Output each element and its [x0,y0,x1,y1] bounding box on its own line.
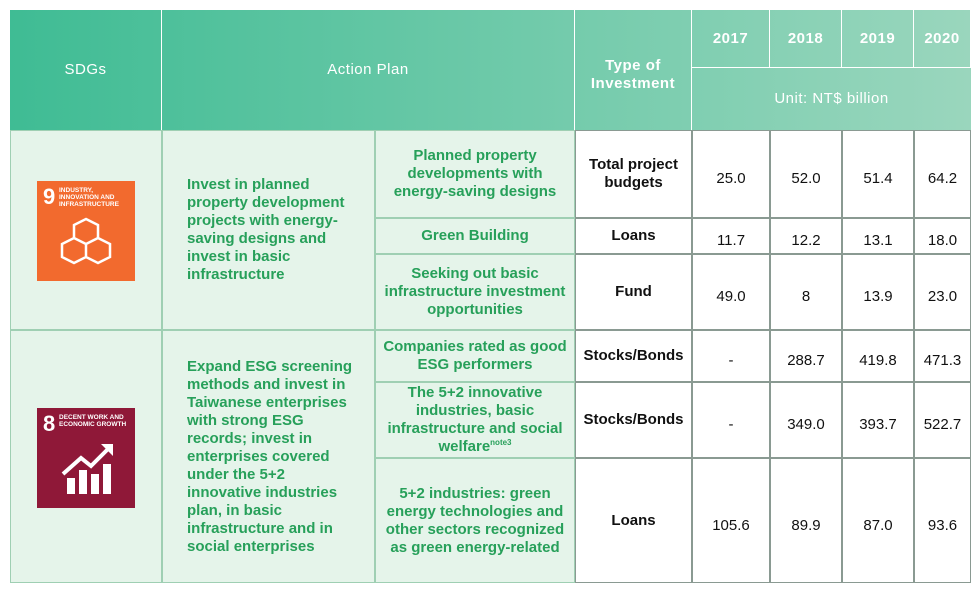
value-cell: 13.9 [842,254,914,330]
value-cell: 52.0 [770,130,842,218]
action-item: The 5+2 innovative industries, basic inf… [375,382,575,458]
sdg-glyph [60,217,112,265]
value-cell: 49.0 [692,254,770,330]
value-cell: 18.0 [914,218,971,254]
sdg-number: 8 [43,410,56,436]
value-cell: 522.7 [914,382,971,458]
action-item: 5+2 industries: green energy technologie… [375,458,575,583]
sdg-icon: 9 INDUSTRY, INNOVATION AND INFRASTRUCTURE [37,181,135,281]
value-cell: 25.0 [692,130,770,218]
sdg-cell: 8 DECENT WORK AND ECONOMIC GROWTH [10,330,162,583]
header-year: 2017 [692,10,770,68]
value-cell: 105.6 [692,458,770,583]
value-cell: 471.3 [914,330,971,382]
action-item: Planned property developments with energ… [375,130,575,218]
action-item: Companies rated as good ESG performers [375,330,575,382]
value-cell: 393.7 [842,382,914,458]
value-cell: 87.0 [842,458,914,583]
header-bg [10,10,971,130]
investment-type: Stocks/Bonds [575,382,692,458]
header-action-plan: Action Plan [162,10,575,130]
value-cell: 419.8 [842,330,914,382]
value-cell: 64.2 [914,130,971,218]
action-item: Seeking out basic infrastructure investm… [375,254,575,330]
value-cell: 93.6 [914,458,971,583]
value-cell: 349.0 [770,382,842,458]
value-cell: 23.0 [914,254,971,330]
sdg-label: INDUSTRY, INNOVATION AND INFRASTRUCTURE [59,187,119,209]
value-cell: 11.7 [692,218,770,254]
investment-type: Stocks/Bonds [575,330,692,382]
item-text: The 5+2 innovative industries, basic inf… [387,384,563,455]
header-sdgs: SDGs [10,10,162,130]
value-cell: 89.9 [770,458,842,583]
investment-type: Total project budgets [575,130,692,218]
action-item: Green Building [375,218,575,254]
header-year: 2020 [914,10,971,68]
header-unit: Unit: NT$ billion [774,90,889,107]
investment-type: Fund [575,254,692,330]
header-year: 2019 [842,10,914,68]
sdg-glyph [61,443,113,494]
value-cell: - [692,382,770,458]
value-cell: 51.4 [842,130,914,218]
investment-type: Loans [575,218,692,254]
sdg-number: 9 [43,184,56,209]
value-cell: - [692,330,770,382]
header-type: Type of Investment [575,10,692,130]
header-year: 2018 [770,10,842,68]
sdg-cell: 9 INDUSTRY, INNOVATION AND INFRASTRUCTURE [10,130,162,330]
value-cell: 12.2 [770,218,842,254]
value-cell: 8 [770,254,842,330]
value-cell: 13.1 [842,218,914,254]
action-plan: Expand ESG screening methods and invest … [162,330,375,583]
value-cell: 288.7 [770,330,842,382]
action-plan: Invest in planned property development p… [162,130,375,330]
note: note3 [490,438,512,447]
sdg-icon: 8 DECENT WORK AND ECONOMIC GROWTH [37,407,135,508]
investment-type: Loans [575,458,692,583]
sdg-label: DECENT WORK AND ECONOMIC GROWTH [59,413,127,428]
